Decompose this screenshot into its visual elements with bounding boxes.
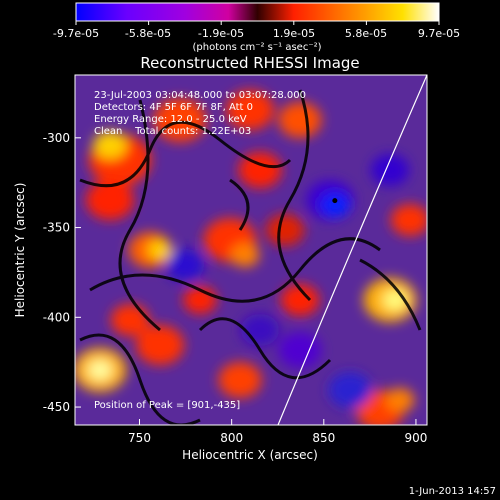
x-tick-label: 800 — [220, 431, 243, 445]
colorbar-tick-1: -5.8e-05 — [125, 27, 171, 40]
intensity-blob — [230, 243, 260, 267]
y-tick-label: -400 — [43, 310, 70, 324]
intensity-blob — [86, 180, 134, 220]
colorbar-tick-0: -9.7e-05 — [53, 27, 99, 40]
intensity-blob — [265, 214, 305, 246]
intensity-blob — [278, 332, 322, 368]
contour-line — [277, 89, 312, 302]
y-tick-label: -450 — [43, 400, 70, 414]
colorbar-tick-3: 1.9e-05 — [273, 27, 315, 40]
intensity-blob — [218, 362, 262, 398]
y-axis: -300 -350 -400 -450 — [43, 131, 81, 414]
y-tick-label: -300 — [43, 131, 70, 145]
colorbar-tick-2: -1.9e-05 — [198, 27, 244, 40]
colorbar-tick-4: 5.8e-05 — [345, 27, 387, 40]
x-axis: 750 800 850 900 — [128, 419, 427, 445]
solar-limb — [277, 75, 427, 425]
intensity-blob — [165, 249, 205, 281]
chart-title: Reconstructed RHESSI Image — [140, 54, 359, 72]
x-tick-label: 750 — [128, 431, 151, 445]
intensity-blob — [320, 193, 350, 217]
annotation-detectors: Detectors: 4F 5F 6F 7F 8F, Att 0 — [94, 102, 253, 113]
intensity-blob — [328, 372, 372, 408]
intensity-blob — [226, 90, 274, 130]
y-tick-label: -350 — [43, 221, 70, 235]
colorbar-ticks — [75, 21, 440, 25]
y-axis-label: Heliocentric Y (arcsec) — [13, 183, 27, 318]
image-area — [75, 75, 427, 425]
contour-line — [198, 317, 332, 380]
min-marker — [332, 198, 338, 204]
intensity-blob — [110, 304, 150, 336]
annotation-time: 23-Jul-2003 03:04:48.000 to 03:07:28.000 — [94, 90, 306, 101]
intensity-blob — [93, 131, 127, 159]
x-axis-label: Heliocentric X (arcsec) — [182, 448, 318, 462]
intensity-blob — [88, 360, 112, 380]
intensity-blob — [278, 102, 322, 138]
x-tick-label: 900 — [404, 431, 427, 445]
annotation-energy: Energy Range: 12.0 - 25.0 keV — [94, 114, 247, 125]
intensity-blob — [370, 154, 410, 186]
intensity-blob — [148, 240, 172, 260]
intensity-blob — [153, 98, 207, 142]
contour-line — [79, 120, 292, 188]
colorbar-tick-5: 9.7e-05 — [418, 27, 460, 40]
x-tick-label: 850 — [312, 431, 335, 445]
contour-line — [89, 237, 381, 303]
peak-position-label: Position of Peak = [901,-435] — [94, 400, 240, 411]
colorbar-gradient — [75, 2, 440, 22]
annotation-clean: Clean Total counts: 1.22E+03 — [94, 126, 251, 137]
intensity-blob — [385, 388, 415, 412]
contour-line — [359, 258, 422, 331]
contour-line — [118, 99, 161, 332]
colorbar-unit-label: (photons cm⁻² s⁻¹ asec⁻²) — [192, 42, 321, 53]
intensity-blob — [390, 204, 427, 236]
footer-date: 1-Jun-2013 14:57 — [409, 486, 496, 497]
intensity-blob — [280, 284, 320, 316]
contour-line — [229, 178, 250, 231]
plot-frame — [74, 74, 428, 426]
intensity-blob — [136, 325, 184, 365]
